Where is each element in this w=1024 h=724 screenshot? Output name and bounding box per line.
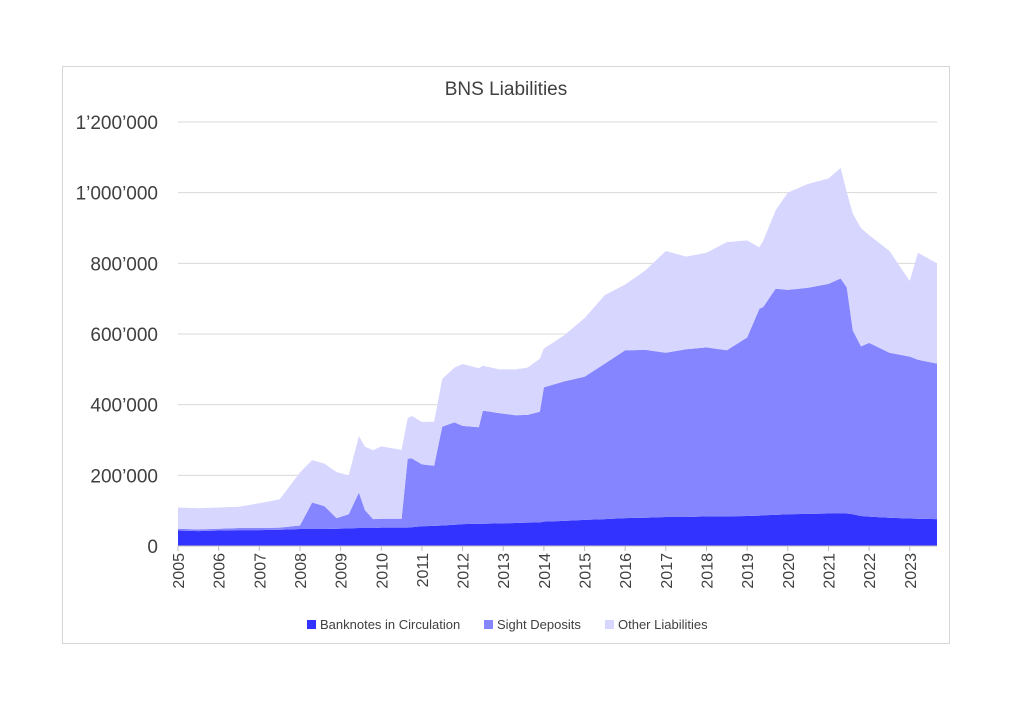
x-tick-label: 2020 xyxy=(781,553,798,589)
x-tick-label: 2006 xyxy=(212,553,229,589)
x-tick-label: 2022 xyxy=(862,553,879,589)
x-tick-label: 2018 xyxy=(700,553,717,589)
y-tick-label: 1’000’000 xyxy=(76,184,158,205)
x-tick-label: 2021 xyxy=(822,553,839,589)
x-tick-label: 2019 xyxy=(740,553,757,589)
x-tick-label: 2011 xyxy=(415,553,432,588)
legend-swatch xyxy=(605,620,614,629)
legend-label: Banknotes in Circulation xyxy=(320,617,460,632)
y-tick-label: 600’000 xyxy=(90,325,158,346)
x-tick-label: 2007 xyxy=(252,553,269,589)
legend-swatch xyxy=(484,620,493,629)
x-tick-label: 2010 xyxy=(374,553,391,589)
y-tick-label: 0 xyxy=(147,537,158,558)
legend-label: Sight Deposits xyxy=(497,617,581,632)
x-tick-label: 2014 xyxy=(537,553,554,589)
y-tick-label: 200’000 xyxy=(90,466,158,487)
x-tick-label: 2008 xyxy=(293,553,310,589)
series-area-other-liabilities xyxy=(178,167,937,530)
plot-area xyxy=(178,167,937,546)
x-tick-label: 2017 xyxy=(659,553,676,589)
x-tick-label: 2009 xyxy=(334,553,351,589)
x-tick-label: 2005 xyxy=(171,553,188,589)
series-area-banknotes-in-circulation xyxy=(178,513,937,546)
x-tick-label: 2016 xyxy=(618,553,635,589)
y-tick-label: 400’000 xyxy=(90,396,158,417)
y-tick-label: 800’000 xyxy=(90,254,158,275)
series-area-sight-deposits xyxy=(178,278,937,532)
x-tick-label: 2013 xyxy=(496,553,513,589)
legend-swatch xyxy=(307,620,316,629)
chart-title: BNS Liabilities xyxy=(445,79,568,100)
x-tick-label: 2012 xyxy=(456,553,473,589)
x-tick-label: 2023 xyxy=(903,553,920,589)
x-tick-label: 2015 xyxy=(578,553,595,589)
legend-label: Other Liabilities xyxy=(618,617,708,632)
legend: Banknotes in Circulation Sight Deposits Ot… xyxy=(307,617,708,632)
y-tick-label: 1’200’000 xyxy=(76,113,158,134)
axes: 0 200’000 400’000 600’000 800’000 1’000’000 1’… xyxy=(76,113,937,589)
